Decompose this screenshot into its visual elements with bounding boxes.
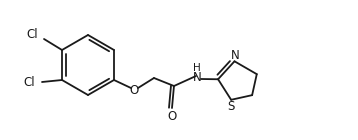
- Text: N: N: [193, 71, 201, 83]
- Text: Cl: Cl: [23, 75, 35, 88]
- Text: N: N: [231, 49, 240, 62]
- Text: O: O: [167, 109, 176, 122]
- Text: O: O: [129, 83, 139, 96]
- Text: Cl: Cl: [26, 27, 38, 40]
- Text: H: H: [193, 63, 201, 73]
- Text: S: S: [227, 100, 235, 113]
